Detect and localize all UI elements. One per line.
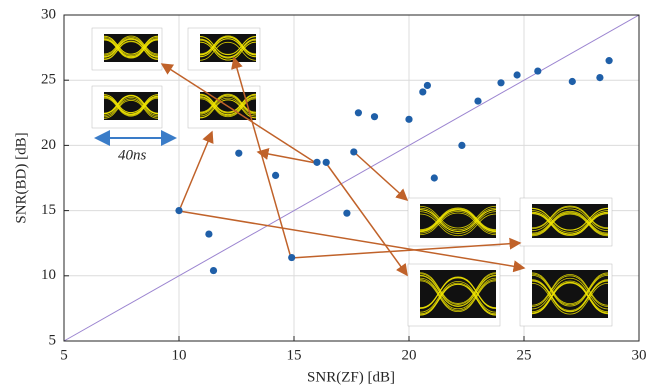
point (288, 254, 295, 261)
point (458, 142, 465, 149)
point (210, 267, 217, 274)
point (569, 78, 576, 85)
x-tick-label: 5 (60, 347, 68, 363)
eye-diagram-inset (520, 198, 612, 246)
point (431, 174, 438, 181)
y-tick-label: 20 (41, 137, 56, 153)
point (355, 109, 362, 116)
point (205, 230, 212, 237)
eye-diagram-inset (92, 28, 162, 70)
x-tick-label: 10 (172, 347, 187, 363)
point (596, 74, 603, 81)
point (534, 67, 541, 74)
x-tick-label: 25 (517, 347, 532, 363)
point (313, 159, 320, 166)
point (497, 79, 504, 86)
eye-diagram-inset (188, 86, 260, 128)
eye-diagram-inset (408, 264, 500, 326)
point (474, 97, 481, 104)
y-tick-label: 5 (49, 332, 57, 348)
eye-diagram-inset (408, 198, 500, 246)
x-tick-label: 20 (402, 347, 417, 363)
point (606, 57, 613, 64)
point (419, 88, 426, 95)
x-tick-label: 15 (287, 347, 302, 363)
point (175, 207, 182, 214)
annotation: 40ns (118, 147, 147, 163)
eye-diagram-inset (188, 28, 260, 70)
y-tick-label: 15 (41, 202, 56, 218)
point (350, 148, 357, 155)
y-axis-label: SNR(BD) [dB] (13, 132, 29, 223)
point (235, 150, 242, 157)
y-tick-label: 30 (41, 6, 56, 22)
point (424, 82, 431, 89)
point (514, 71, 521, 78)
point (272, 172, 279, 179)
eye-diagram-inset (92, 86, 162, 128)
y-tick-label: 25 (41, 72, 56, 88)
point (405, 116, 412, 123)
point (323, 159, 330, 166)
eye-diagram-inset (520, 264, 612, 326)
point (371, 113, 378, 120)
point (343, 210, 350, 217)
chart: 40ns SNR(ZF) [dB] SNR(BD) [dB] 5 10 15 20 25… (0, 0, 665, 389)
y-tick-label: 10 (41, 267, 56, 283)
x-axis-label: SNR(ZF) [dB] (307, 369, 395, 385)
x-tick-label: 30 (632, 347, 647, 363)
